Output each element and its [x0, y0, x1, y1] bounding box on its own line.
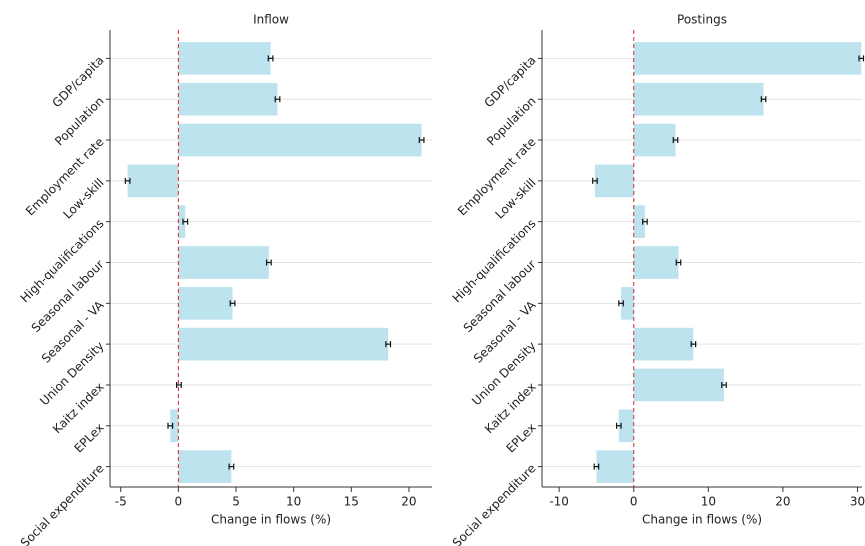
bar: [178, 286, 233, 320]
error-bar: [858, 55, 865, 62]
y-tick-label: Social expenditure: [18, 461, 107, 546]
error-bar: [675, 259, 682, 266]
bar: [633, 82, 764, 116]
x-tick-label: -10: [549, 495, 569, 509]
x-tick-label: 20: [775, 495, 790, 509]
error-bar: [229, 300, 236, 307]
error-bar: [182, 218, 189, 225]
error-bar: [176, 381, 182, 388]
error-bar: [642, 218, 648, 225]
x-tick-label: 5: [232, 495, 240, 509]
bar: [170, 409, 179, 443]
bar: [127, 164, 179, 198]
bar: [633, 123, 676, 157]
x-tick-label: -5: [115, 495, 127, 509]
bar: [633, 246, 679, 279]
bar: [594, 164, 634, 198]
error-bar: [124, 177, 131, 184]
error-bar: [618, 300, 624, 307]
error-bar: [690, 341, 697, 348]
bar: [178, 82, 278, 116]
error-bar: [592, 177, 598, 184]
error-bar: [721, 381, 727, 388]
y-tick-label: Seasonal labour: [461, 257, 539, 335]
panel-title: Postings: [677, 13, 727, 27]
bar: [178, 327, 389, 361]
x-tick-label: 20: [401, 495, 416, 509]
bar: [621, 286, 634, 320]
error-bar: [274, 96, 281, 103]
x-tick-label: 30: [850, 495, 865, 509]
bar: [633, 42, 862, 75]
bar: [178, 246, 269, 279]
y-tick-label: EPLex: [504, 420, 539, 455]
bar: [178, 42, 271, 75]
panel-title: Inflow: [253, 13, 289, 27]
error-bar: [672, 137, 679, 144]
bar: [633, 368, 725, 402]
y-tick-label: Employment rate: [455, 135, 539, 219]
y-tick-label: EPLex: [72, 420, 107, 455]
x-axis-label: Change in flows (%): [642, 513, 762, 527]
y-tick-label: Employment rate: [23, 135, 107, 219]
bar: [633, 205, 645, 239]
x-tick-label: 0: [630, 495, 638, 509]
y-tick-label: Seasonal labour: [29, 257, 107, 335]
error-bar: [593, 463, 600, 470]
x-tick-label: 10: [286, 495, 301, 509]
x-tick-label: 0: [175, 495, 183, 509]
x-axis-label: Change in flows (%): [211, 513, 331, 527]
bar: [178, 123, 422, 157]
bar: [596, 450, 634, 483]
bar: [618, 409, 634, 443]
y-tick-label: Social expenditure: [450, 461, 539, 546]
bar: [178, 205, 186, 239]
x-tick-label: 10: [701, 495, 716, 509]
error-bar: [418, 137, 425, 144]
error-bar: [265, 259, 272, 266]
error-bar: [228, 463, 235, 470]
error-bar: [385, 341, 392, 348]
error-bar: [760, 96, 767, 103]
error-bar: [267, 55, 274, 62]
error-bar: [167, 422, 174, 429]
error-bar: [615, 422, 622, 429]
bar: [633, 327, 694, 361]
x-tick-label: 15: [344, 495, 359, 509]
bar: [178, 450, 232, 483]
